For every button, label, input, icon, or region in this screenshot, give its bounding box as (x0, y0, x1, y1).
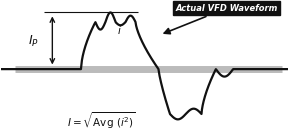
Text: Actual VFD Waveform: Actual VFD Waveform (164, 4, 278, 34)
Text: $I_P$: $I_P$ (28, 34, 39, 49)
Text: $i$: $i$ (117, 24, 122, 36)
Text: $I = \sqrt{\mathrm{Avg}\ (i^2)}$: $I = \sqrt{\mathrm{Avg}\ (i^2)}$ (67, 110, 136, 131)
